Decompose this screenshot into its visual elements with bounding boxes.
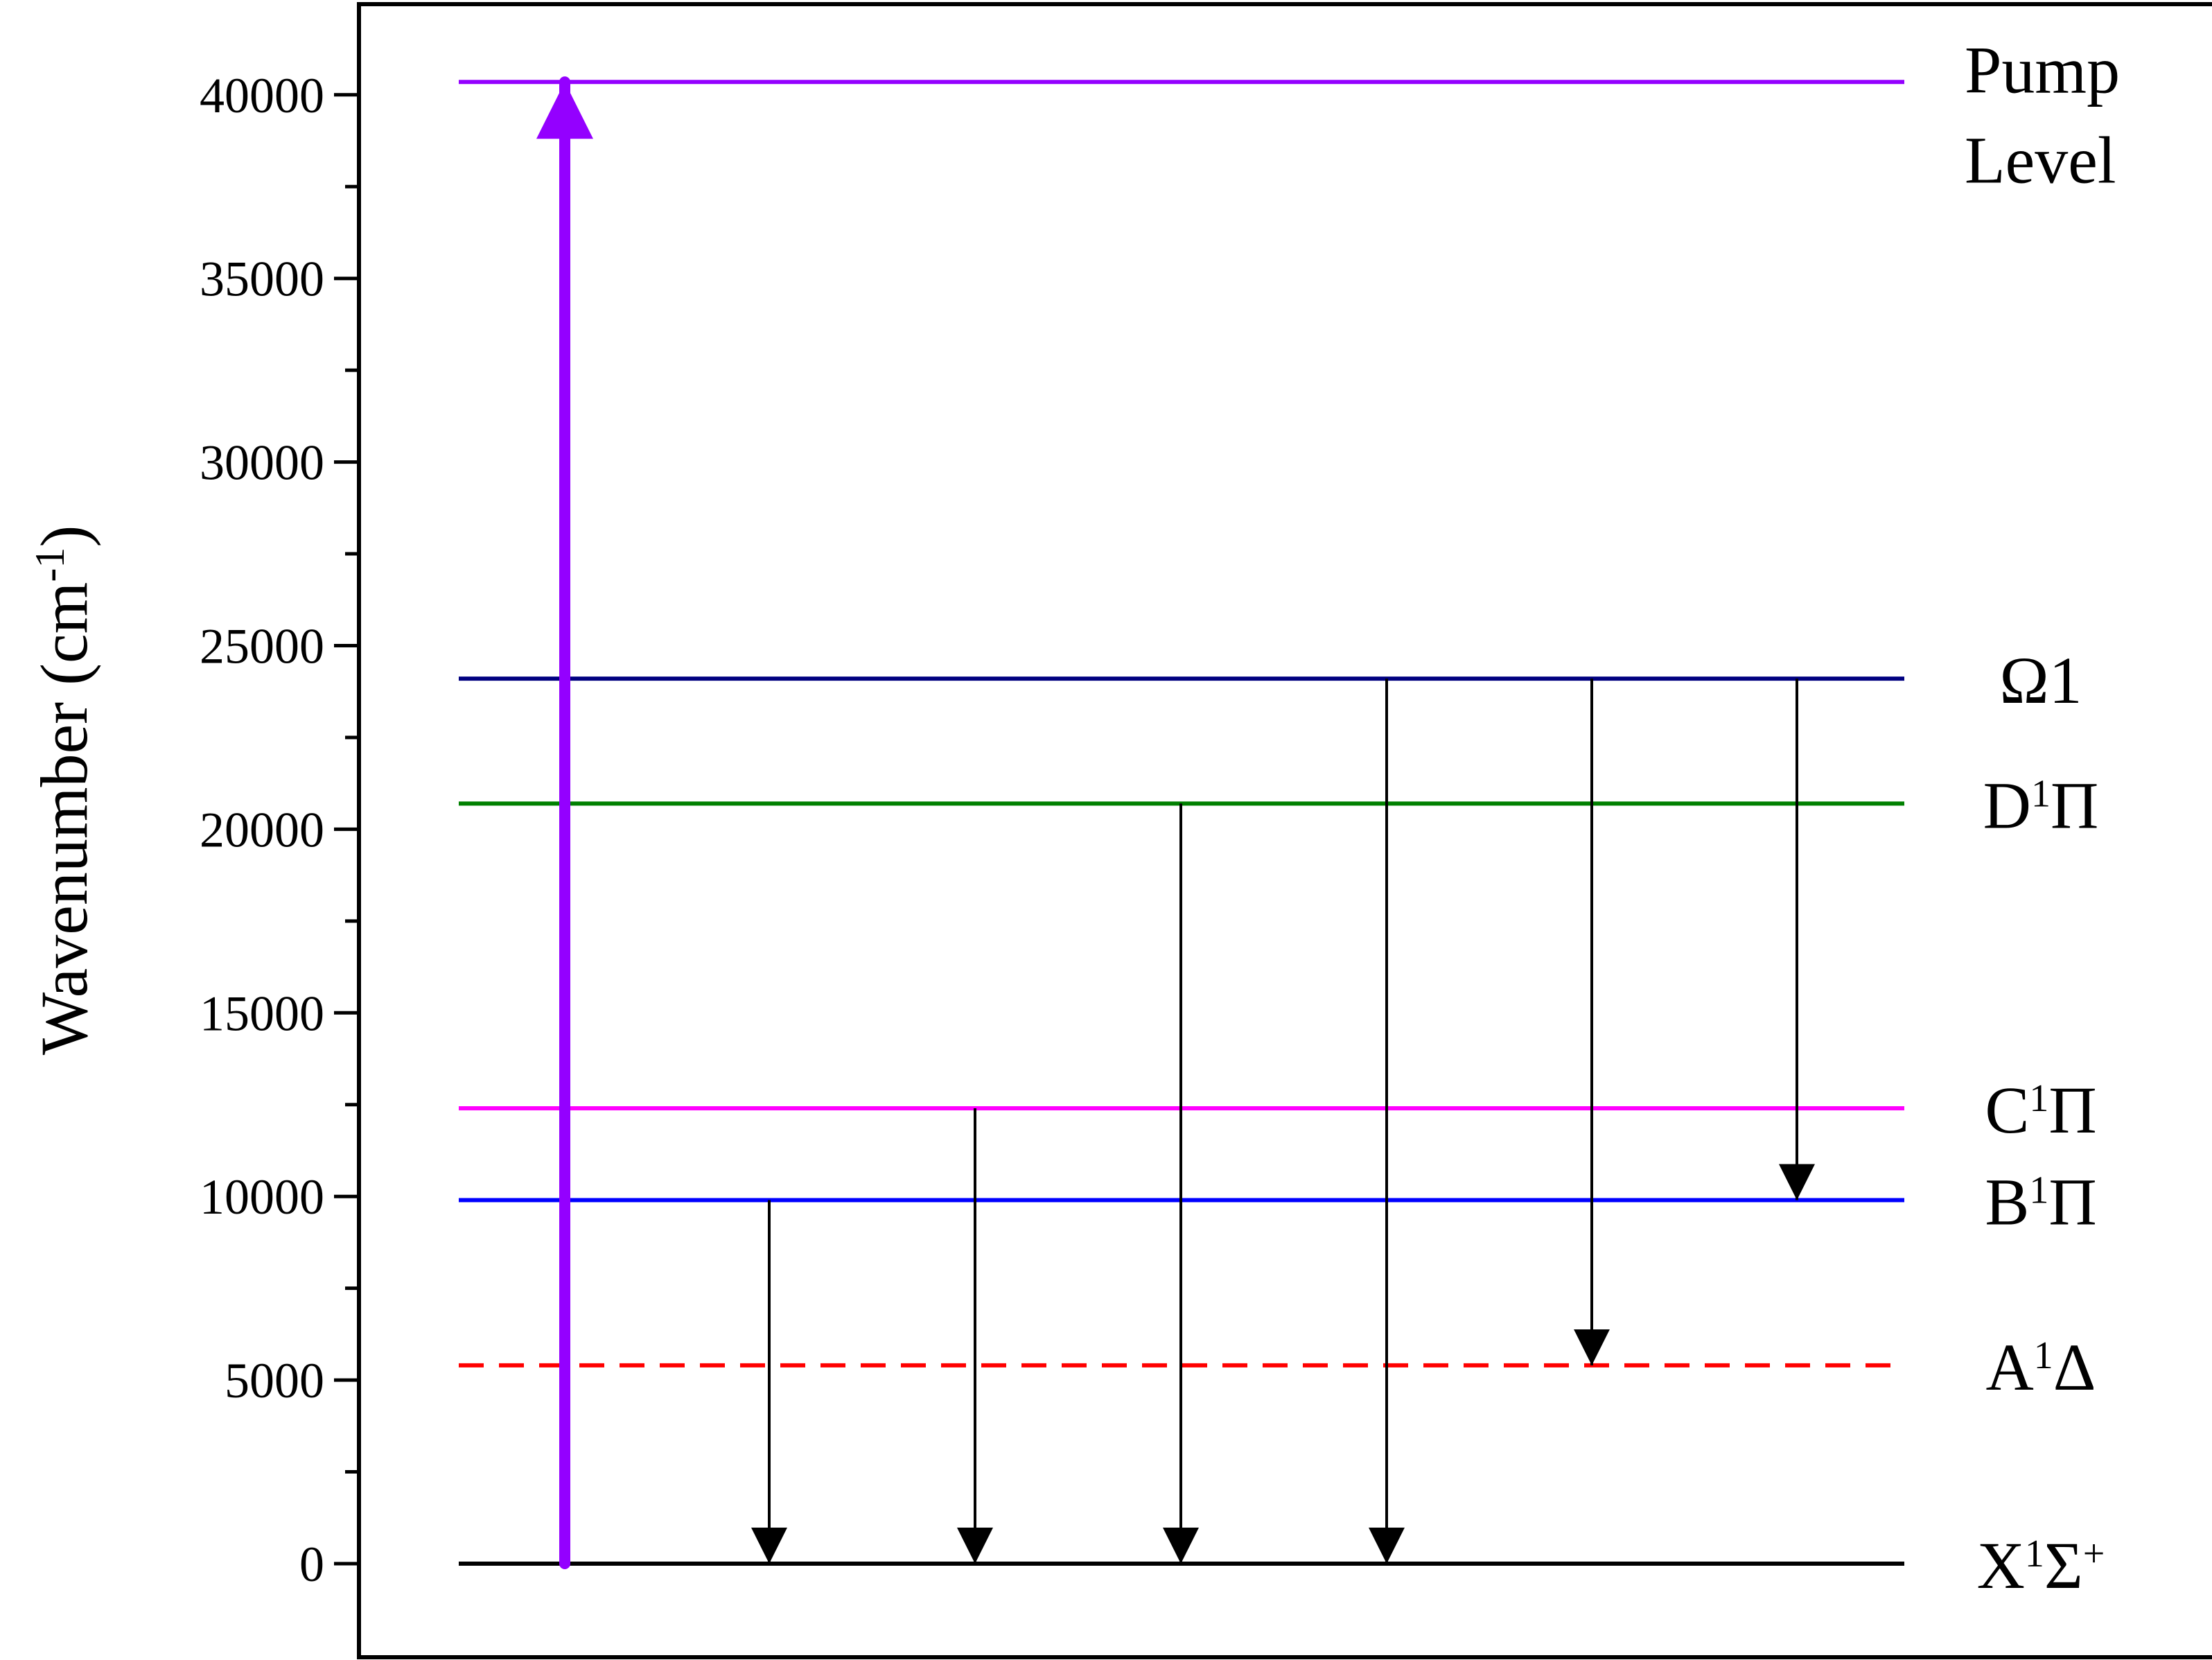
level-label-main: B	[1985, 1164, 2029, 1239]
level-label-tail: Π	[2051, 768, 2098, 842]
y-tick-label: 30000	[200, 435, 324, 491]
y-axis-title-main: Wavenumber (cm	[27, 582, 101, 1056]
level-label: Level	[1965, 123, 2116, 197]
y-tick-label: 20000	[200, 802, 324, 857]
level-label-sup: 1	[2025, 1532, 2044, 1575]
y-tick-label: 40000	[200, 68, 324, 123]
level-label: A1Δ	[1985, 1330, 2096, 1404]
y-axis-title-close: )	[27, 525, 101, 548]
level-label-sup: 1	[2029, 1169, 2048, 1212]
level-label-sup: 1	[2029, 1077, 2048, 1120]
y-axis-title: Wavenumber (cm-1)	[27, 525, 101, 1056]
y-tick-label: 15000	[200, 986, 324, 1041]
y-tick-label: 10000	[200, 1169, 324, 1225]
level-label: C1Π	[1985, 1073, 2096, 1147]
y-tick-label: 25000	[200, 619, 324, 674]
level-label-tail: Σ	[2044, 1528, 2083, 1602]
y-tick-label: 35000	[200, 252, 324, 307]
level-label-tail: Π	[2048, 1073, 2096, 1147]
y-tick-label: 0	[299, 1537, 324, 1592]
level-label-main: D	[1983, 768, 2031, 842]
y-axis: 0 5000 10000 15000 20000 25000 30000 35000 40000	[200, 68, 359, 1592]
level-label-sup: +	[2083, 1532, 2105, 1575]
level-label: Pump	[1965, 33, 2120, 107]
level-label: X1Σ+	[1977, 1528, 2105, 1602]
level-label-tail: Π	[2048, 1164, 2096, 1239]
y-tick-label: 5000	[225, 1353, 324, 1408]
level-label: D1Π	[1983, 768, 2099, 842]
transition-arrows	[536, 76, 1815, 1569]
level-label-main: C	[1985, 1073, 2029, 1147]
level-label: Ω1	[1999, 643, 2082, 717]
y-axis-title-sup: -1	[27, 548, 73, 582]
level-label-main: A	[1985, 1330, 2033, 1404]
plot-frame	[357, 2, 2212, 1659]
level-label-sup: 1	[2031, 772, 2051, 815]
level-label: B1Π	[1985, 1164, 2096, 1239]
level-label-sup: 1	[2034, 1334, 2053, 1377]
level-label-tail: Δ	[2053, 1330, 2096, 1404]
level-label-main: X	[1977, 1528, 2025, 1602]
